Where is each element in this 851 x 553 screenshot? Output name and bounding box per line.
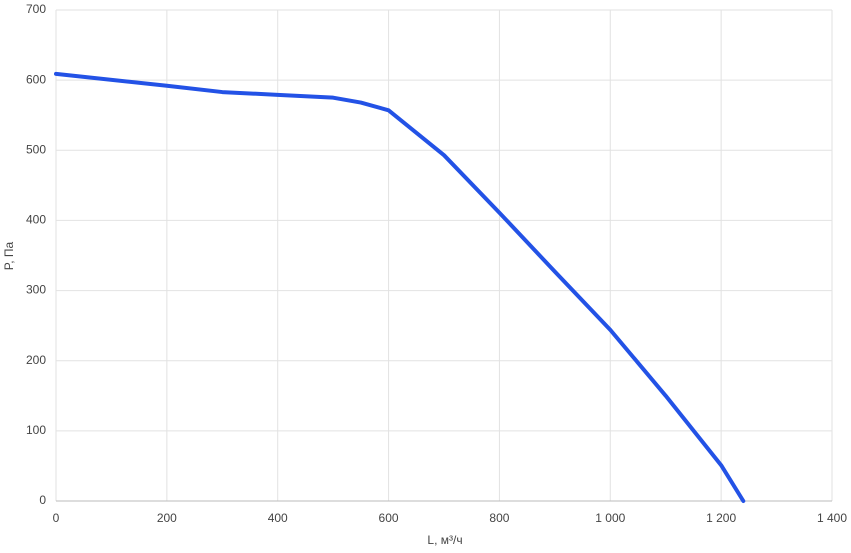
y-tick-label: 500 [26,142,46,156]
y-axis-label: P, Па [2,241,16,270]
x-axis-label: L, м³/ч [427,533,462,547]
x-tick-label: 1 400 [817,511,847,525]
y-tick-label: 600 [26,72,46,86]
x-tick-label: 400 [268,511,288,525]
y-tick-label: 300 [26,283,46,297]
y-tick-label: 200 [26,353,46,367]
x-tick-label: 600 [379,511,399,525]
x-tick-label: 800 [489,511,509,525]
line-series [54,71,746,503]
x-tick-label: 1 200 [706,511,736,525]
y-tick-label: 400 [26,213,46,227]
y-tick-label: 0 [39,493,46,507]
x-tick-label: 200 [157,511,177,525]
x-tick-label: 0 [53,511,60,525]
x-tick-label: 1 000 [595,511,625,525]
y-tick-label: 100 [26,423,46,437]
y-tick-label: 700 [26,2,46,16]
